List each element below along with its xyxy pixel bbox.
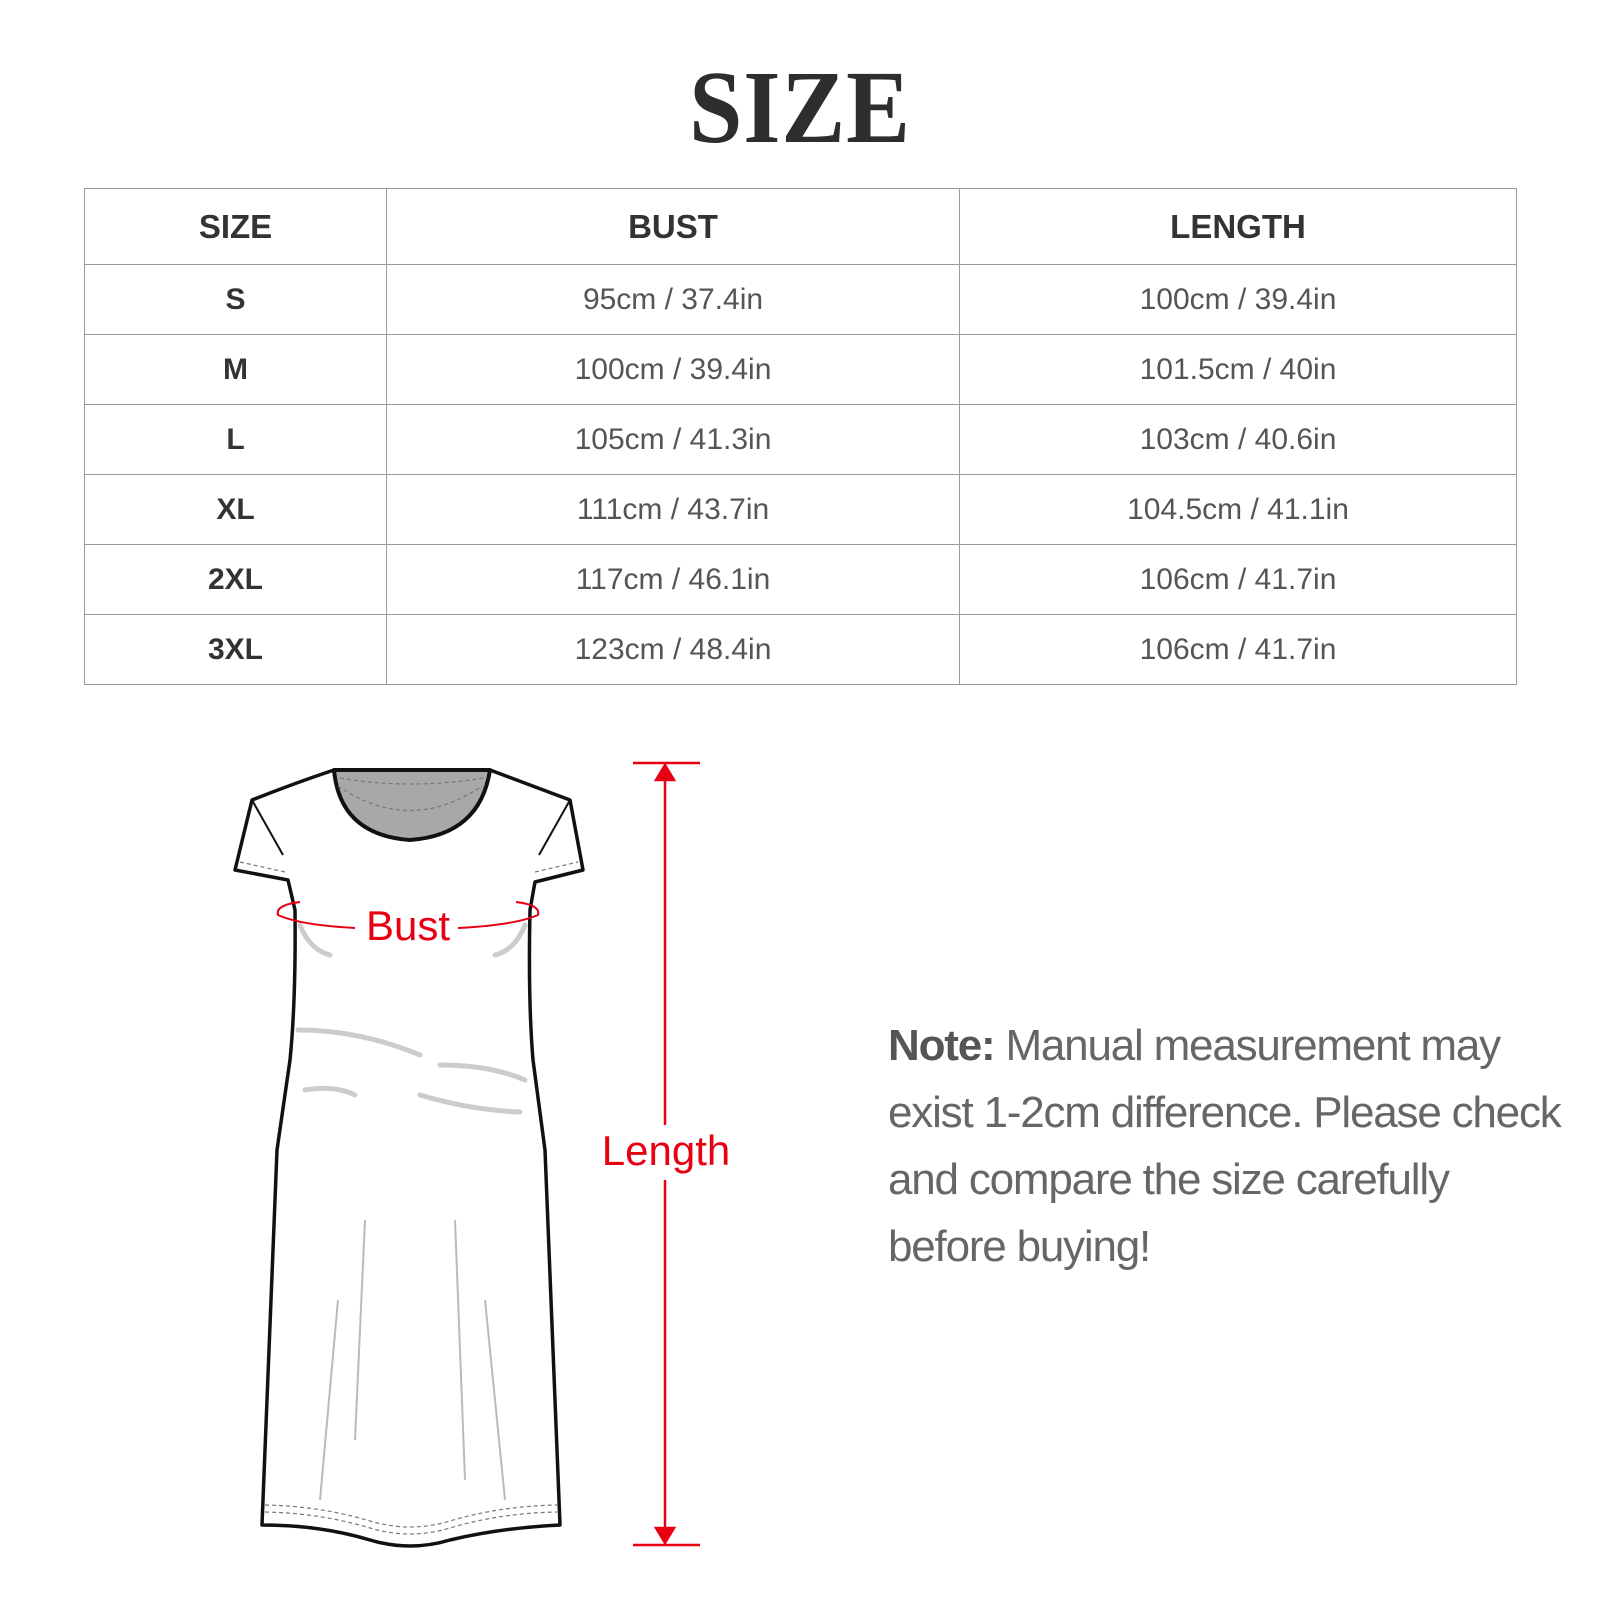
length-cell: 103cm / 40.6in <box>959 404 1517 475</box>
bust-cell: 111cm / 43.7in <box>386 474 960 545</box>
table-row: 3XL 123cm / 48.4in 106cm / 41.7in <box>84 614 1517 685</box>
length-label: Length <box>602 1127 730 1174</box>
bust-measure-line <box>276 901 540 929</box>
bust-cell: 123cm / 48.4in <box>386 614 960 685</box>
size-cell: 3XL <box>84 614 387 685</box>
note-label: Note: <box>888 1021 996 1070</box>
arrow-down-icon <box>653 1526 677 1546</box>
table-row: XL 111cm / 43.7in 104.5cm / 41.1in <box>84 474 1517 545</box>
table-row: 2XL 117cm / 46.1in 106cm / 41.7in <box>84 544 1517 615</box>
length-cell: 104.5cm / 41.1in <box>959 474 1517 545</box>
length-cell: 106cm / 41.7in <box>959 544 1517 615</box>
length-cell: 100cm / 39.4in <box>959 264 1517 335</box>
length-measure-line <box>633 761 700 1547</box>
note-text: Manual measurement may exist 1-2cm diffe… <box>888 1021 1562 1271</box>
measurement-note: Note: Manual measurement may exist 1-2cm… <box>888 1012 1568 1280</box>
bust-cell: 100cm / 39.4in <box>386 334 960 405</box>
bust-cell: 95cm / 37.4in <box>386 264 960 335</box>
size-cell: M <box>84 334 387 405</box>
header-size: SIZE <box>84 188 387 265</box>
size-cell: L <box>84 404 387 475</box>
page-title: SIZE <box>689 50 911 165</box>
size-cell: 2XL <box>84 544 387 615</box>
header-length: LENGTH <box>959 188 1517 265</box>
bust-cell: 117cm / 46.1in <box>386 544 960 615</box>
table-row: S 95cm / 37.4in 100cm / 39.4in <box>84 264 1517 335</box>
size-table: SIZE BUST LENGTH S 95cm / 37.4in 100cm / 3… <box>84 188 1517 685</box>
bust-label: Bust <box>366 902 450 949</box>
size-cell: S <box>84 264 387 335</box>
arrow-up-icon <box>653 762 677 782</box>
table-row: M 100cm / 39.4in 101.5cm / 40in <box>84 334 1517 405</box>
size-cell: XL <box>84 474 387 545</box>
dress-illustration <box>233 768 585 1548</box>
length-cell: 106cm / 41.7in <box>959 614 1517 685</box>
